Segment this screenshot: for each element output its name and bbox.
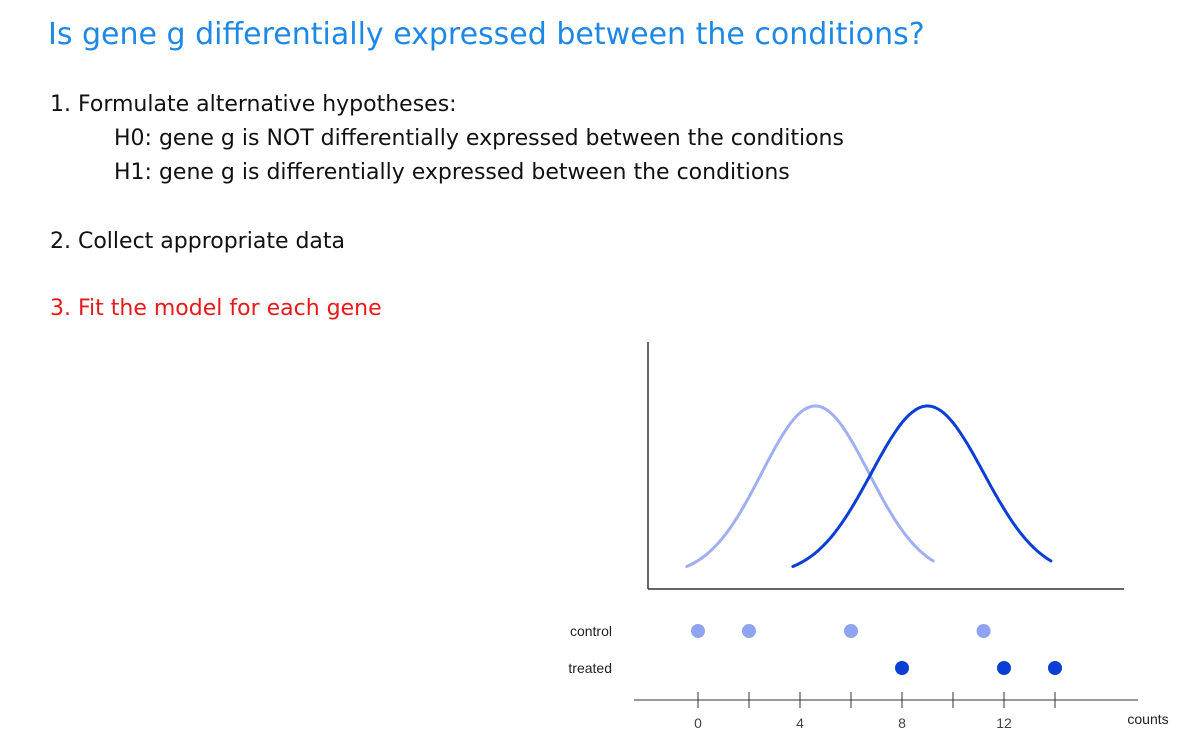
row-label-control: control — [570, 623, 612, 639]
count-tick-label: 8 — [898, 715, 906, 731]
count-tick-label: 12 — [996, 715, 1012, 731]
data-point-control — [976, 624, 991, 638]
row-label-treated: treated — [568, 660, 612, 676]
dot-rows: control treated — [568, 623, 1062, 676]
slide-title: Is gene g differentially expressed betwe… — [48, 17, 925, 52]
hypothesis-h1: H1: gene g is differentially expressed b… — [114, 160, 790, 185]
data-point-control — [691, 624, 705, 638]
hypothesis-h0: H0: gene g is NOT differentially express… — [114, 126, 844, 151]
data-point-treated — [1048, 661, 1062, 675]
data-point-control — [844, 624, 858, 638]
density-curve-control — [685, 404, 935, 568]
step-1-text: 1. Formulate alternative hypotheses: — [50, 92, 457, 117]
count-axis-label: counts — [1127, 711, 1168, 727]
data-point-treated — [895, 661, 909, 675]
density-curve-treated — [791, 404, 1053, 568]
step-3-text: 3. Fit the model for each gene — [50, 296, 382, 321]
data-point-control — [742, 624, 756, 638]
count-tick-label: 0 — [694, 715, 702, 731]
density-curves — [685, 404, 1053, 568]
data-point-treated — [997, 661, 1011, 675]
step-2-text: 2. Collect appropriate data — [50, 229, 346, 254]
count-tick-label: 4 — [796, 715, 804, 731]
count-axis-ticks: 0 4 8 12 — [694, 692, 1056, 731]
